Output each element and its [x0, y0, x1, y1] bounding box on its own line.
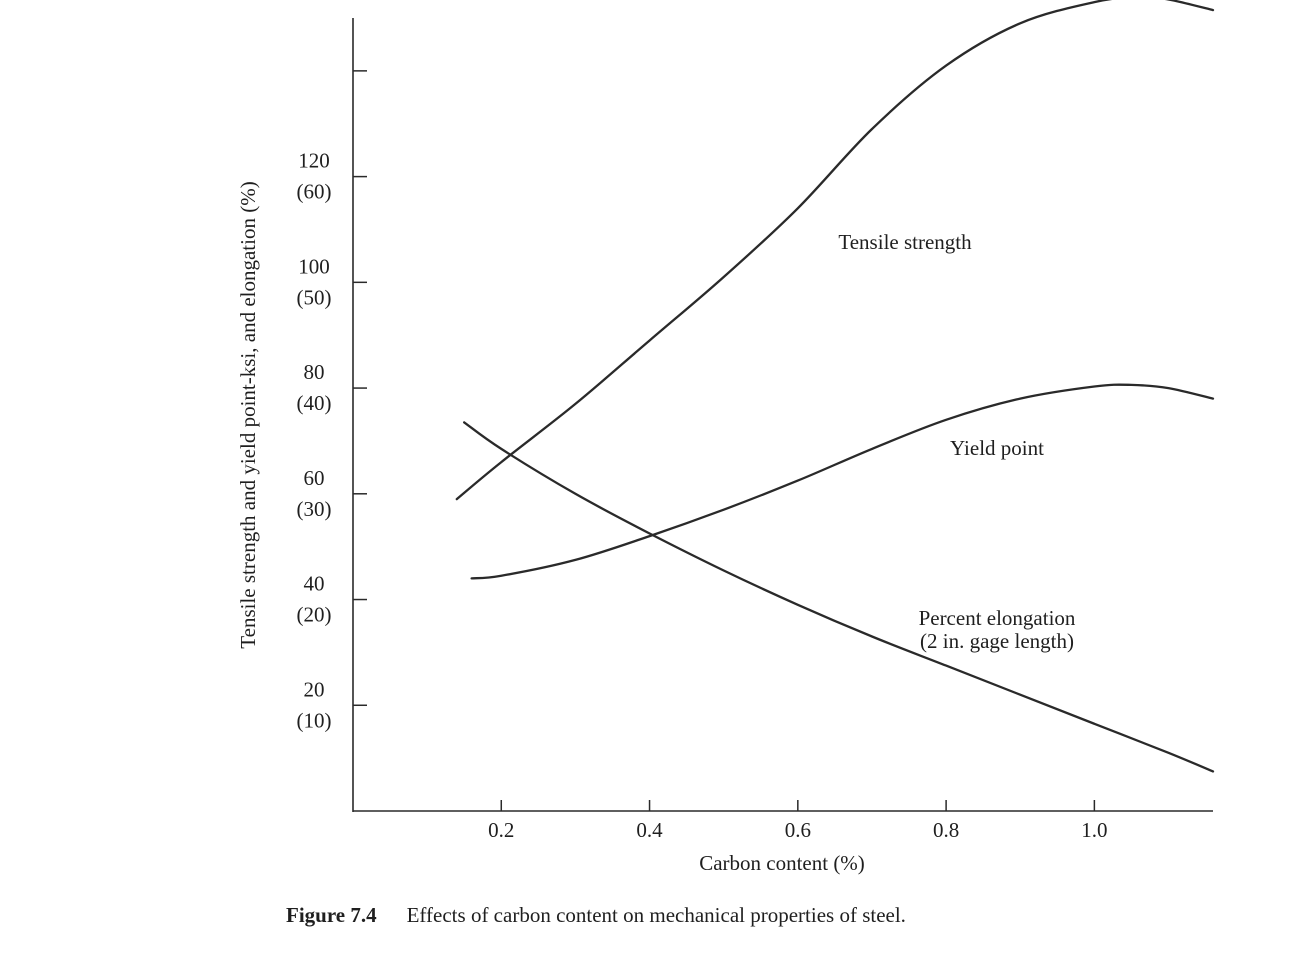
- y-tick-secondary-label: (30): [297, 497, 332, 521]
- y-tick-secondary-label: (50): [297, 285, 332, 309]
- figure-number: Figure 7.4: [286, 903, 377, 927]
- y-tick-label: 60: [304, 466, 325, 490]
- y-tick-label: 100: [298, 254, 330, 278]
- y-tick-label: 20: [304, 677, 325, 701]
- y-tick-secondary-label: (10): [297, 708, 332, 732]
- y-tick-label: 40: [304, 572, 325, 596]
- yield-point-label: Yield point: [950, 436, 1044, 460]
- tensile-strength-label: Tensile strength: [838, 230, 972, 254]
- y-tick-secondary-label: (40): [297, 391, 332, 415]
- series-lines: [455, 0, 1215, 773]
- tensile-strength-line: [455, 0, 1215, 501]
- percent-elongation-label: (2 in. gage length): [920, 629, 1074, 653]
- x-tick-label: 0.6: [785, 818, 811, 842]
- y-tick-secondary-label: (60): [297, 180, 332, 204]
- x-tick-label: 0.8: [933, 818, 959, 842]
- y-tick-label: 80: [304, 360, 325, 384]
- x-axis-title: Carbon content (%): [699, 851, 865, 875]
- figure-caption: Figure 7.4 Effects of carbon content on …: [286, 903, 906, 927]
- x-tick-label: 1.0: [1081, 818, 1107, 842]
- percent-elongation-label: Percent elongation: [919, 606, 1076, 630]
- ticks: 0.2 0.4 0.6 0.8 1.0 20 (10) 40 (20) 60 (30) 80 (40) 1…: [297, 70, 1108, 842]
- y-tick-label: 120: [298, 149, 330, 173]
- x-tick-label: 0.4: [636, 818, 663, 842]
- y-tick-secondary-label: (20): [297, 603, 332, 627]
- x-tick-label: 0.2: [488, 818, 514, 842]
- series-labels: Tensile strength Yield point Percent elong…: [838, 230, 1076, 653]
- axes: [352, 18, 1213, 812]
- yield-point-line: [470, 383, 1215, 580]
- figure-caption-text: Effects of carbon content on mechanical …: [407, 903, 906, 927]
- percent-elongation-line: [463, 421, 1215, 773]
- y-axis-title: Tensile strength and yield point-ksi, an…: [236, 181, 260, 648]
